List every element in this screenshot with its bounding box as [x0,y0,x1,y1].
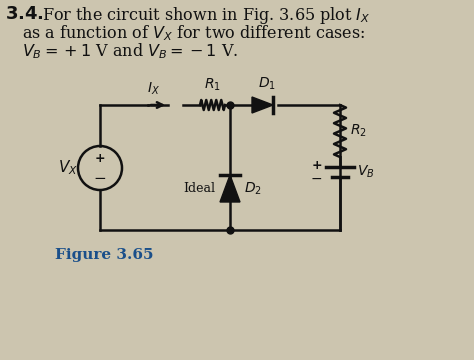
Text: Figure 3.65: Figure 3.65 [55,248,154,262]
Text: $D_1$: $D_1$ [258,76,276,92]
Text: $\mathbf{3.4.}$: $\mathbf{3.4.}$ [5,5,44,23]
Text: $V_B$: $V_B$ [357,164,374,180]
Text: $V_X$: $V_X$ [58,159,78,177]
Text: Ideal: Ideal [183,182,215,195]
Text: +: + [311,158,322,171]
Text: as a function of $V_X$ for two different cases:: as a function of $V_X$ for two different… [22,23,365,43]
Text: −: − [94,171,106,185]
Text: $R_1$: $R_1$ [203,77,220,93]
Text: For the circuit shown in Fig. 3.65 plot $I_X$: For the circuit shown in Fig. 3.65 plot … [42,5,371,26]
Text: $D_2$: $D_2$ [244,180,262,197]
Polygon shape [220,175,240,202]
Text: $R_2$: $R_2$ [350,123,367,139]
Text: −: − [310,172,322,186]
Text: $V_B = +1$ V and $V_B = -1$ V.: $V_B = +1$ V and $V_B = -1$ V. [22,41,238,61]
Text: +: + [95,152,105,165]
Polygon shape [252,97,273,113]
Text: $I_X$: $I_X$ [146,81,159,97]
